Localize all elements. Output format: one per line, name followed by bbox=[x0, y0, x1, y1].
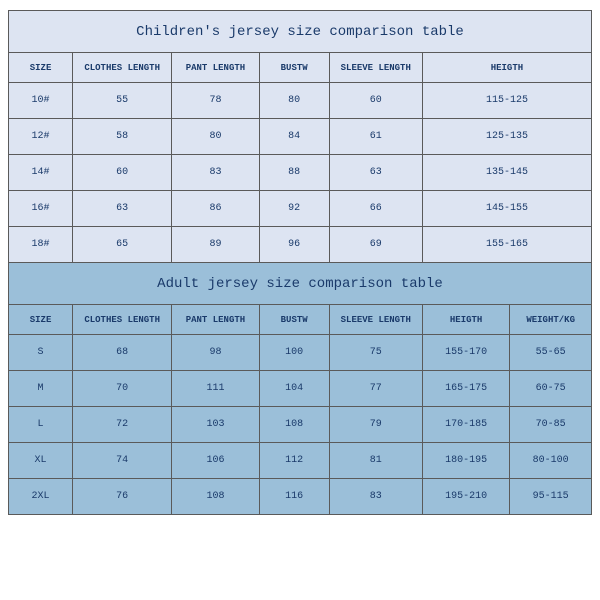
cell: 83 bbox=[172, 155, 259, 191]
table-row: 18# 65 89 96 69 155-165 bbox=[9, 227, 592, 263]
cell: L bbox=[9, 407, 73, 443]
cell: 18# bbox=[9, 227, 73, 263]
cell: 69 bbox=[329, 227, 422, 263]
cell: 155-165 bbox=[422, 227, 591, 263]
cell: 89 bbox=[172, 227, 259, 263]
adult-col-weight: WEIGHT/KG bbox=[510, 305, 592, 335]
cell: 63 bbox=[73, 191, 172, 227]
cell: 76 bbox=[73, 479, 172, 515]
cell: 170-185 bbox=[422, 407, 509, 443]
cell: 60 bbox=[73, 155, 172, 191]
cell: 60-75 bbox=[510, 371, 592, 407]
cell: 77 bbox=[329, 371, 422, 407]
cell: 116 bbox=[259, 479, 329, 515]
table-row: L 72 103 108 79 170-185 70-85 bbox=[9, 407, 592, 443]
cell: 108 bbox=[172, 479, 259, 515]
adult-table: Adult jersey size comparison table SIZE … bbox=[9, 263, 592, 515]
cell: 125-135 bbox=[422, 119, 591, 155]
adult-col-height: HEIGTH bbox=[422, 305, 509, 335]
cell: 61 bbox=[329, 119, 422, 155]
cell: 84 bbox=[259, 119, 329, 155]
children-title: Children's jersey size comparison table bbox=[9, 11, 592, 53]
cell: 83 bbox=[329, 479, 422, 515]
cell: 55 bbox=[73, 83, 172, 119]
table-row: M 70 111 104 77 165-175 60-75 bbox=[9, 371, 592, 407]
children-col-pant: PANT LENGTH bbox=[172, 53, 259, 83]
table-row: 12# 58 80 84 61 125-135 bbox=[9, 119, 592, 155]
cell: 92 bbox=[259, 191, 329, 227]
cell: 58 bbox=[73, 119, 172, 155]
children-col-size: SIZE bbox=[9, 53, 73, 83]
cell: 80 bbox=[172, 119, 259, 155]
cell: 112 bbox=[259, 443, 329, 479]
cell: 103 bbox=[172, 407, 259, 443]
table-row: 2XL 76 108 116 83 195-210 95-115 bbox=[9, 479, 592, 515]
cell: 98 bbox=[172, 335, 259, 371]
cell: 111 bbox=[172, 371, 259, 407]
cell: 55-65 bbox=[510, 335, 592, 371]
cell: 100 bbox=[259, 335, 329, 371]
cell: 104 bbox=[259, 371, 329, 407]
children-header-row: SIZE CLOTHES LENGTH PANT LENGTH BUSTW SL… bbox=[9, 53, 592, 83]
children-table: Children's jersey size comparison table … bbox=[9, 11, 592, 263]
cell: 195-210 bbox=[422, 479, 509, 515]
cell: 70 bbox=[73, 371, 172, 407]
cell: 180-195 bbox=[422, 443, 509, 479]
cell: 72 bbox=[73, 407, 172, 443]
adult-col-size: SIZE bbox=[9, 305, 73, 335]
cell: 95-115 bbox=[510, 479, 592, 515]
cell: 14# bbox=[9, 155, 73, 191]
table-row: S 68 98 100 75 155-170 55-65 bbox=[9, 335, 592, 371]
cell: 74 bbox=[73, 443, 172, 479]
cell: 75 bbox=[329, 335, 422, 371]
cell: 108 bbox=[259, 407, 329, 443]
children-title-row: Children's jersey size comparison table bbox=[9, 11, 592, 53]
cell: 79 bbox=[329, 407, 422, 443]
cell: 78 bbox=[172, 83, 259, 119]
cell: 88 bbox=[259, 155, 329, 191]
adult-col-clothes: CLOTHES LENGTH bbox=[73, 305, 172, 335]
adult-title-row: Adult jersey size comparison table bbox=[9, 263, 592, 305]
cell: M bbox=[9, 371, 73, 407]
cell: 96 bbox=[259, 227, 329, 263]
cell: S bbox=[9, 335, 73, 371]
cell: 68 bbox=[73, 335, 172, 371]
cell: 80-100 bbox=[510, 443, 592, 479]
children-col-sleeve: SLEEVE LENGTH bbox=[329, 53, 422, 83]
cell: 165-175 bbox=[422, 371, 509, 407]
adult-col-pant: PANT LENGTH bbox=[172, 305, 259, 335]
cell: 155-170 bbox=[422, 335, 509, 371]
size-tables: Children's jersey size comparison table … bbox=[8, 10, 592, 515]
cell: 10# bbox=[9, 83, 73, 119]
adult-title: Adult jersey size comparison table bbox=[9, 263, 592, 305]
cell: 63 bbox=[329, 155, 422, 191]
cell: 81 bbox=[329, 443, 422, 479]
cell: 2XL bbox=[9, 479, 73, 515]
cell: XL bbox=[9, 443, 73, 479]
cell: 145-155 bbox=[422, 191, 591, 227]
cell: 135-145 bbox=[422, 155, 591, 191]
cell: 80 bbox=[259, 83, 329, 119]
table-row: 10# 55 78 80 60 115-125 bbox=[9, 83, 592, 119]
table-row: 14# 60 83 88 63 135-145 bbox=[9, 155, 592, 191]
adult-col-sleeve: SLEEVE LENGTH bbox=[329, 305, 422, 335]
table-row: XL 74 106 112 81 180-195 80-100 bbox=[9, 443, 592, 479]
cell: 115-125 bbox=[422, 83, 591, 119]
children-col-height: HEIGTH bbox=[422, 53, 591, 83]
cell: 60 bbox=[329, 83, 422, 119]
adult-header-row: SIZE CLOTHES LENGTH PANT LENGTH BUSTW SL… bbox=[9, 305, 592, 335]
cell: 106 bbox=[172, 443, 259, 479]
cell: 70-85 bbox=[510, 407, 592, 443]
children-col-bust: BUSTW bbox=[259, 53, 329, 83]
cell: 65 bbox=[73, 227, 172, 263]
cell: 16# bbox=[9, 191, 73, 227]
cell: 86 bbox=[172, 191, 259, 227]
children-col-clothes: CLOTHES LENGTH bbox=[73, 53, 172, 83]
cell: 66 bbox=[329, 191, 422, 227]
cell: 12# bbox=[9, 119, 73, 155]
adult-col-bust: BUSTW bbox=[259, 305, 329, 335]
table-row: 16# 63 86 92 66 145-155 bbox=[9, 191, 592, 227]
